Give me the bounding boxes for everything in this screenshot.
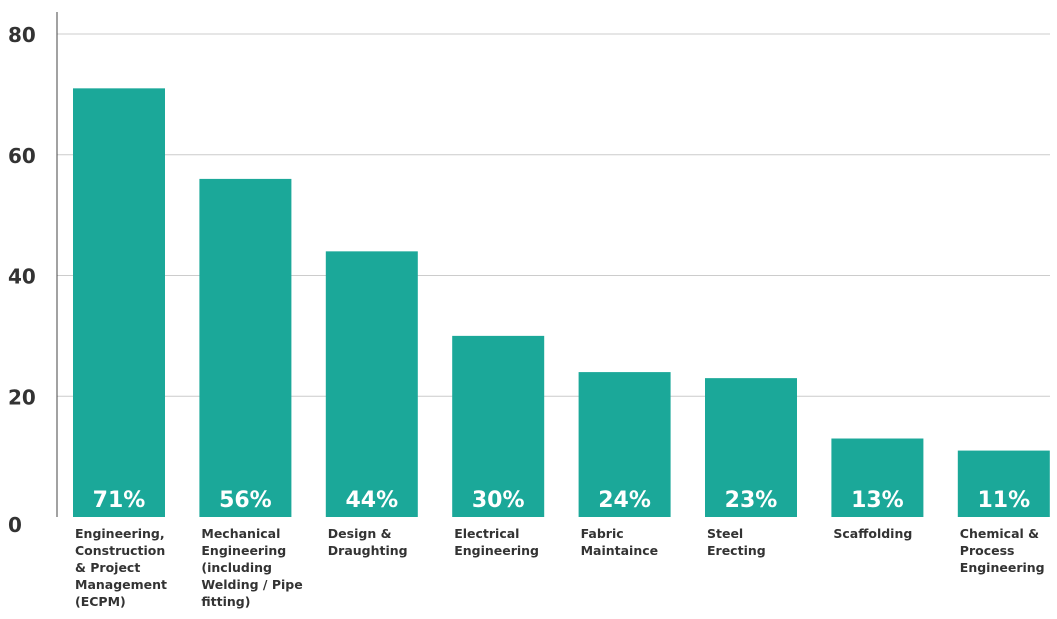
category-label-line: Process <box>960 543 1015 558</box>
category-label: Design & Draughting <box>328 526 408 558</box>
bar <box>325 251 418 517</box>
y-tick-label: 80 <box>8 23 36 47</box>
category-label-line: Engineering <box>454 543 539 558</box>
y-tick-label: 0 <box>8 513 22 537</box>
category-label: Steel Erecting <box>707 526 766 558</box>
category-label: Engineering, Construction & Project Managem… <box>75 526 167 609</box>
y-axis-ticks: 0 20 40 60 80 <box>8 23 36 537</box>
category-label-line: Engineering <box>201 543 286 558</box>
category-label-line: (ECPM) <box>75 594 126 609</box>
category-labels: Engineering, Construction & Project Managem… <box>75 526 1045 609</box>
category-label-line: Electrical <box>454 526 519 541</box>
category-label-line: Design & <box>328 526 392 541</box>
y-tick-label: 20 <box>8 385 36 409</box>
category-label-line: (including <box>201 560 272 575</box>
category-label: Electrical Engineering <box>454 526 539 558</box>
bar <box>578 372 671 517</box>
bar-value-label: 30% <box>472 488 525 513</box>
bar-value-label: 24% <box>598 488 651 513</box>
bars <box>73 88 1050 518</box>
bar-value-label: 44% <box>345 488 398 513</box>
bar-value-label: 23% <box>725 488 778 513</box>
bar <box>705 378 797 517</box>
bar <box>73 88 165 518</box>
bar-value-label: 71% <box>93 488 146 513</box>
category-label-line: Engineering, <box>75 526 165 541</box>
category-label-line: Management <box>75 577 167 592</box>
bar <box>831 438 924 517</box>
category-label-line: Steel <box>707 526 743 541</box>
bar <box>957 450 1050 517</box>
category-label-line: Draughting <box>328 543 408 558</box>
category-label-line: Chemical & <box>960 526 1039 541</box>
category-label: Mechanical Engineering (including Welding /… <box>201 526 302 609</box>
category-label-line: Welding / Pipe <box>201 577 302 592</box>
category-label-line: Construction <box>75 543 165 558</box>
category-label: Fabric Maintaince <box>581 526 659 558</box>
category-label-line: Maintaince <box>581 543 659 558</box>
category-label-line: Scaffolding <box>833 526 912 541</box>
bar <box>452 335 545 517</box>
y-tick-label: 40 <box>8 265 36 289</box>
bar-value-label: 56% <box>219 488 272 513</box>
category-label: Scaffolding <box>833 526 912 541</box>
y-tick-label: 60 <box>8 144 36 168</box>
category-label-line: fitting) <box>201 594 250 609</box>
bar-value-label: 11% <box>977 488 1030 513</box>
category-label-line: Engineering <box>960 560 1045 575</box>
category-label: Chemical & Process Engineering <box>960 526 1045 575</box>
category-label-line: & Project <box>75 560 140 575</box>
category-label-line: Fabric <box>581 526 624 541</box>
bar <box>199 178 292 517</box>
data-labels: 71% 56% 44% 30% 24% 23% 13% 11% <box>93 488 1030 513</box>
category-label-line: Erecting <box>707 543 766 558</box>
bar-value-label: 13% <box>851 488 904 513</box>
category-label-line: Mechanical <box>201 526 280 541</box>
